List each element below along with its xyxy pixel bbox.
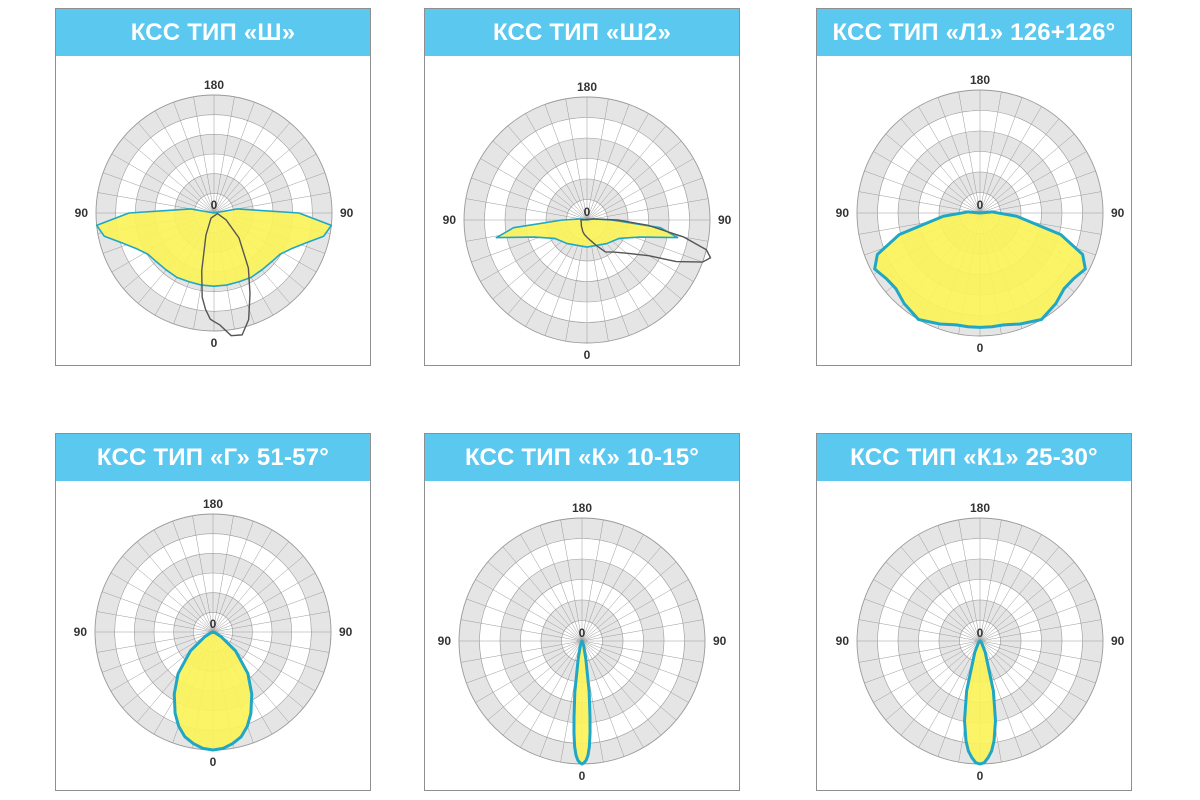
tick-label-bottom: 0 [977, 769, 984, 783]
tick-label-bottom: 0 [584, 348, 591, 362]
tick-label-center: 0 [977, 626, 984, 640]
tick-label-bottom: 0 [210, 755, 217, 769]
tick-label-left: 90 [74, 625, 88, 639]
tick-label-bottom: 0 [579, 769, 586, 783]
tick-label-left: 90 [443, 213, 457, 227]
chart-title: КСС ТИП «Г» 51-57° [56, 434, 370, 481]
grid-ring [463, 96, 711, 344]
chart-card-sh: КСС ТИП «Ш» 180 90 90 0 0 [55, 8, 371, 366]
tick-label-center: 0 [579, 626, 586, 640]
light-distribution-fill [95, 208, 333, 287]
light-distribution-fill [172, 630, 254, 752]
secondary-distribution-curve [580, 218, 712, 263]
polar-chart-k: 180 90 90 0 0 [438, 501, 727, 783]
polar-chart-g: 180 90 90 0 0 [74, 497, 353, 769]
grid-ring [484, 117, 690, 323]
chart-card-sh2: КСС ТИП «Ш2» 180 90 90 0 0 [424, 8, 740, 366]
tick-label-right: 90 [340, 206, 354, 220]
grid-band [540, 599, 624, 683]
tick-label-bottom: 0 [977, 341, 984, 355]
chart-card-k1: КСС ТИП «К1» 25-30° 180 90 90 0 0 [816, 433, 1132, 791]
tick-label-left: 90 [75, 206, 89, 220]
polar-chart-l1: 180 90 90 0 0 [836, 73, 1125, 355]
grid-ring [115, 114, 313, 312]
grid-ring [545, 178, 629, 262]
tick-label-left: 90 [438, 634, 452, 648]
secondary-distribution-curve [201, 212, 251, 337]
tick-label-top: 180 [203, 497, 223, 511]
grid-band [938, 599, 1022, 683]
tick-label-right: 90 [339, 625, 353, 639]
polar-chart-k1: 180 90 90 0 0 [836, 501, 1125, 783]
tick-label-top: 180 [970, 501, 990, 515]
tick-label-top: 180 [577, 80, 597, 94]
grid-ring [95, 94, 333, 332]
tick-label-top: 180 [204, 78, 224, 92]
chart-title: КСС ТИП «К1» 25-30° [817, 434, 1131, 481]
tick-label-left: 90 [836, 206, 850, 220]
chart-title: КСС ТИП «Ш2» [425, 9, 739, 56]
chart-title: КСС ТИП «К» 10-15° [425, 434, 739, 481]
chart-title: КСС ТИП «Ш» [56, 9, 370, 56]
tick-label-left: 90 [836, 634, 850, 648]
tick-label-center: 0 [584, 205, 591, 219]
grid-ring [525, 158, 649, 282]
tick-label-right: 90 [713, 634, 727, 648]
chart-title: КСС ТИП «Л1» 126+126° [817, 9, 1131, 56]
chart-card-l1: КСС ТИП «Л1» 126+126° 180 90 90 0 0 [816, 8, 1132, 366]
tick-label-right: 90 [1111, 206, 1125, 220]
light-distribution-fill [873, 210, 1087, 329]
light-distribution-fill [572, 639, 592, 766]
tick-label-top: 180 [572, 501, 592, 515]
tick-label-bottom: 0 [211, 336, 218, 350]
polar-chart-sh2: 180 90 90 0 0 [443, 80, 732, 362]
grid-ring [856, 89, 1104, 337]
chart-card-k: КСС ТИП «К» 10-15° 180 90 90 0 0 [424, 433, 740, 791]
chart-card-g: КСС ТИП «Г» 51-57° 180 90 90 0 0 [55, 433, 371, 791]
tick-label-center: 0 [211, 198, 218, 212]
tick-label-top: 180 [970, 73, 990, 87]
light-distribution-fill [495, 218, 679, 248]
tick-label-center: 0 [210, 617, 217, 631]
tick-label-center: 0 [977, 198, 984, 212]
tick-label-right: 90 [718, 213, 732, 227]
light-distribution-fill [963, 639, 997, 766]
tick-label-right: 90 [1111, 634, 1125, 648]
polar-chart-sh: 180 90 90 0 0 [75, 78, 354, 350]
grid-ring [504, 137, 670, 303]
